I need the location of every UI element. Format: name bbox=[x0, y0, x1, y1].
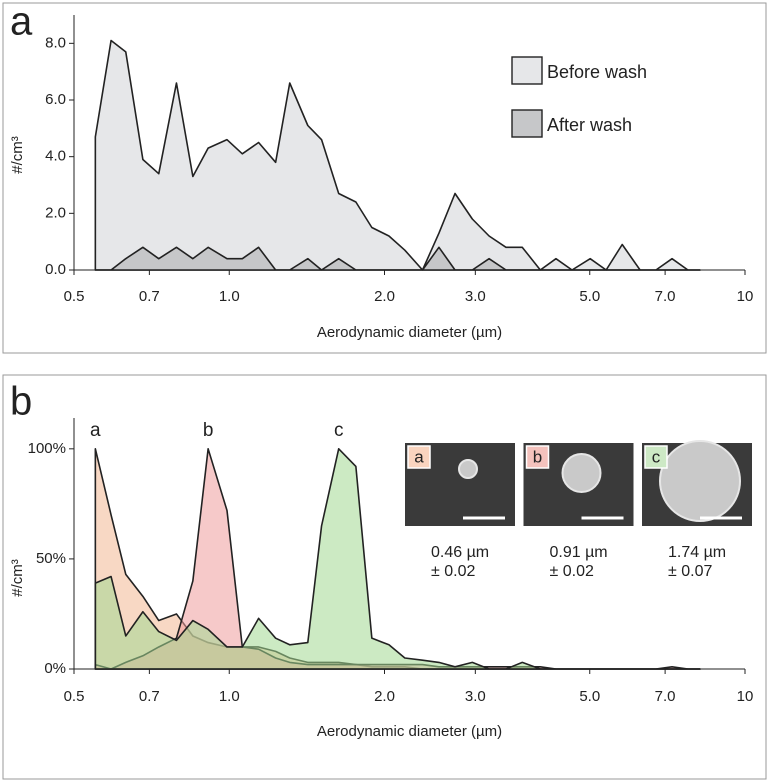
inset-error: ± 0.07 bbox=[668, 563, 712, 580]
y-tick-label: 6.0 bbox=[45, 91, 66, 108]
inset: c 1.74 µm ± 0.07 bbox=[642, 440, 752, 580]
x-tick-label: 3.0 bbox=[465, 288, 486, 305]
panel-frame bbox=[2, 374, 767, 780]
x-tick-label: 2.0 bbox=[374, 688, 395, 705]
y-tick-label: 8.0 bbox=[45, 34, 66, 51]
inset-size: 0.46 µm bbox=[431, 544, 489, 561]
inset-size: 0.91 µm bbox=[550, 544, 608, 561]
legend-swatch bbox=[511, 109, 543, 138]
x-tick-label: 7.0 bbox=[655, 688, 676, 705]
inset-label: a bbox=[414, 447, 424, 466]
x-tick-label: 0.7 bbox=[139, 688, 160, 705]
inset-label: b bbox=[533, 447, 542, 466]
inset-badge bbox=[644, 445, 668, 469]
panel-label: a bbox=[10, 0, 33, 44]
y-axis-title: #/cm³ bbox=[9, 559, 26, 597]
inset-error: ± 0.02 bbox=[550, 563, 594, 580]
x-tick-label: 10 bbox=[737, 288, 754, 305]
x-tick-label: 0.5 bbox=[64, 688, 85, 705]
y-axis-title: #/cm³ bbox=[9, 136, 26, 174]
y-tick-label: 50% bbox=[36, 550, 66, 567]
peak-label: a bbox=[90, 420, 101, 441]
peak-label: c bbox=[334, 420, 344, 441]
y-tick-label: 0.0 bbox=[45, 261, 66, 278]
y-tick-label: 0% bbox=[44, 660, 66, 677]
inset-size: 1.74 µm bbox=[668, 544, 726, 561]
x-tick-label: 1.0 bbox=[219, 288, 240, 305]
x-tick-label: 1.0 bbox=[219, 688, 240, 705]
x-axis-title: Aerodynamic diameter (µm) bbox=[317, 723, 502, 740]
panel-frame bbox=[2, 2, 767, 354]
x-tick-label: 7.0 bbox=[655, 288, 676, 305]
inset-error: ± 0.02 bbox=[431, 563, 475, 580]
inset: a 0.46 µm ± 0.02 bbox=[405, 443, 515, 580]
inset: b 0.91 µm ± 0.02 bbox=[523, 443, 634, 580]
x-tick-label: 2.0 bbox=[374, 288, 395, 305]
inset-label: c bbox=[652, 447, 661, 466]
peak-label: b bbox=[203, 420, 214, 441]
legend-label: After wash bbox=[547, 115, 632, 135]
y-tick-label: 4.0 bbox=[45, 148, 66, 165]
inset-badge bbox=[407, 445, 431, 469]
x-tick-label: 10 bbox=[737, 688, 754, 705]
legend-swatch bbox=[511, 56, 543, 85]
panel-label: b bbox=[10, 380, 32, 424]
legend-label: Before wash bbox=[547, 62, 647, 82]
particle bbox=[659, 440, 741, 522]
x-tick-label: 5.0 bbox=[579, 288, 600, 305]
particle bbox=[561, 453, 602, 493]
particle bbox=[458, 459, 478, 479]
inset-badge bbox=[525, 445, 550, 469]
area bbox=[94, 39, 701, 271]
y-tick-label: 2.0 bbox=[45, 204, 66, 221]
y-tick-label: 100% bbox=[28, 440, 66, 457]
x-axis-title: Aerodynamic diameter (µm) bbox=[317, 324, 502, 341]
x-tick-label: 0.7 bbox=[139, 288, 160, 305]
x-tick-label: 3.0 bbox=[465, 688, 486, 705]
x-tick-label: 5.0 bbox=[579, 688, 600, 705]
x-tick-label: 0.5 bbox=[64, 288, 85, 305]
